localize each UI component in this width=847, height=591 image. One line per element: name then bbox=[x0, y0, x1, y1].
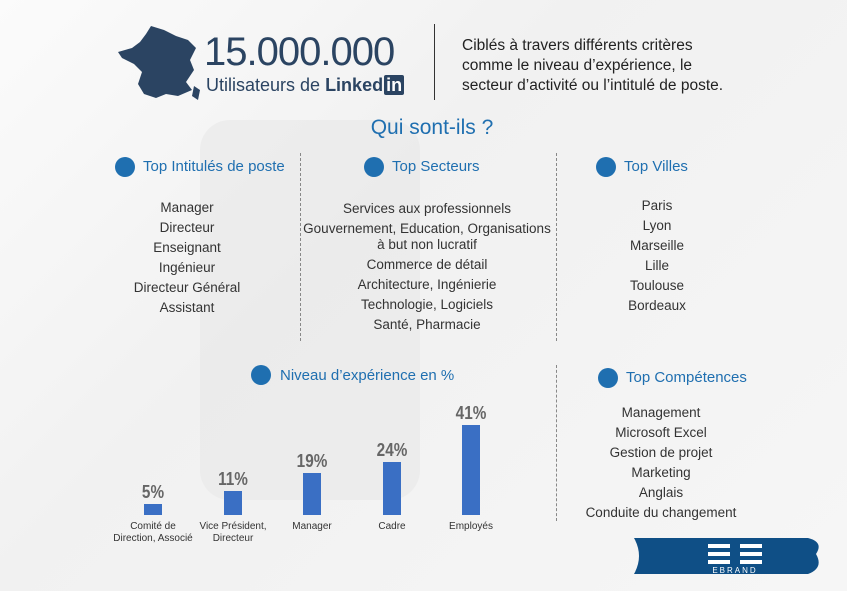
logo: EBRAND bbox=[634, 538, 819, 575]
value-label: 5% bbox=[141, 482, 165, 502]
list-item: Services aux professionnels bbox=[342, 201, 512, 216]
france-map bbox=[118, 26, 200, 100]
chart-title: Niveau d’expérience en % bbox=[280, 367, 455, 384]
category-label: Manager bbox=[292, 521, 332, 532]
brand: Linked bbox=[325, 75, 384, 95]
list-item: Directeur bbox=[159, 220, 215, 235]
list-item: Santé, Pharmacie bbox=[373, 317, 481, 332]
list-item: Microsoft Excel bbox=[615, 425, 707, 440]
list-item: Lille bbox=[644, 258, 669, 273]
bar bbox=[303, 473, 321, 515]
list-item: Manager bbox=[160, 200, 214, 215]
list-item: Architecture, Ingénierie bbox=[357, 277, 497, 292]
list-item: Paris bbox=[641, 198, 673, 213]
phone-background bbox=[200, 120, 420, 500]
list-item: Directeur Général bbox=[133, 280, 241, 295]
section-title: Top Intitulés de poste bbox=[143, 158, 285, 175]
value-label: 19% bbox=[296, 451, 328, 472]
list-item: Ingénieur bbox=[158, 260, 216, 275]
list-item: Technologie, Logiciels bbox=[360, 297, 494, 312]
separator bbox=[556, 153, 557, 341]
value-label: 41% bbox=[455, 402, 487, 423]
category-label: Comité de Direction, Associé bbox=[113, 521, 193, 544]
list-item: Management bbox=[621, 405, 701, 420]
heading: Qui sont-ils ? bbox=[370, 116, 494, 139]
list-item: Lyon bbox=[642, 218, 672, 233]
icon bbox=[596, 157, 616, 177]
bar bbox=[383, 462, 401, 515]
list-item: Marketing bbox=[631, 465, 691, 480]
bar bbox=[144, 504, 162, 515]
list-item: Gouvernement, Education, Organisations à… bbox=[303, 221, 551, 252]
list-item: Marseille bbox=[629, 238, 684, 253]
user-count: 15.000.000 bbox=[204, 30, 395, 74]
divider bbox=[434, 24, 435, 100]
icon bbox=[115, 157, 135, 177]
list-item: Gestion de projet bbox=[609, 445, 713, 460]
list-item: Assistant bbox=[159, 300, 215, 315]
value-label: 24% bbox=[376, 440, 408, 461]
separator bbox=[556, 365, 557, 521]
list-item: Enseignant bbox=[153, 240, 221, 255]
brand-badge: in bbox=[384, 75, 405, 95]
description-line: secteur d’activité ou l’intitulé de post… bbox=[462, 77, 724, 94]
category-label: Cadre bbox=[378, 521, 406, 532]
bar bbox=[462, 424, 480, 515]
list-item: Bordeaux bbox=[628, 298, 686, 313]
bar bbox=[224, 490, 242, 515]
list-item: Commerce de détail bbox=[366, 257, 488, 272]
list-item: Conduite du changement bbox=[585, 505, 737, 520]
section-title: Top Secteurs bbox=[392, 158, 480, 175]
icon bbox=[251, 365, 271, 385]
list-item: Anglais bbox=[638, 485, 684, 500]
category-label: Vice Président, Directeur bbox=[199, 521, 267, 544]
category-label: Employés bbox=[449, 521, 493, 532]
subtitle-text: Utilisateurs de bbox=[206, 75, 321, 95]
description: Ciblés à travers différents critères comm… bbox=[462, 36, 723, 96]
separator bbox=[300, 153, 301, 341]
icon bbox=[598, 368, 618, 388]
logo-text: EBRAND bbox=[712, 566, 757, 575]
section-title: Top Villes bbox=[624, 158, 688, 175]
section-title: Top Compétences bbox=[626, 369, 747, 386]
description-line: comme le niveau d’expérience, le bbox=[462, 57, 693, 74]
value-label: 11% bbox=[218, 468, 248, 489]
icon bbox=[364, 157, 384, 177]
description-line: Ciblés à travers différents critères bbox=[462, 37, 693, 54]
subtitle: Utilisateurs de Linked in bbox=[206, 75, 405, 96]
list-item: Toulouse bbox=[629, 278, 685, 293]
